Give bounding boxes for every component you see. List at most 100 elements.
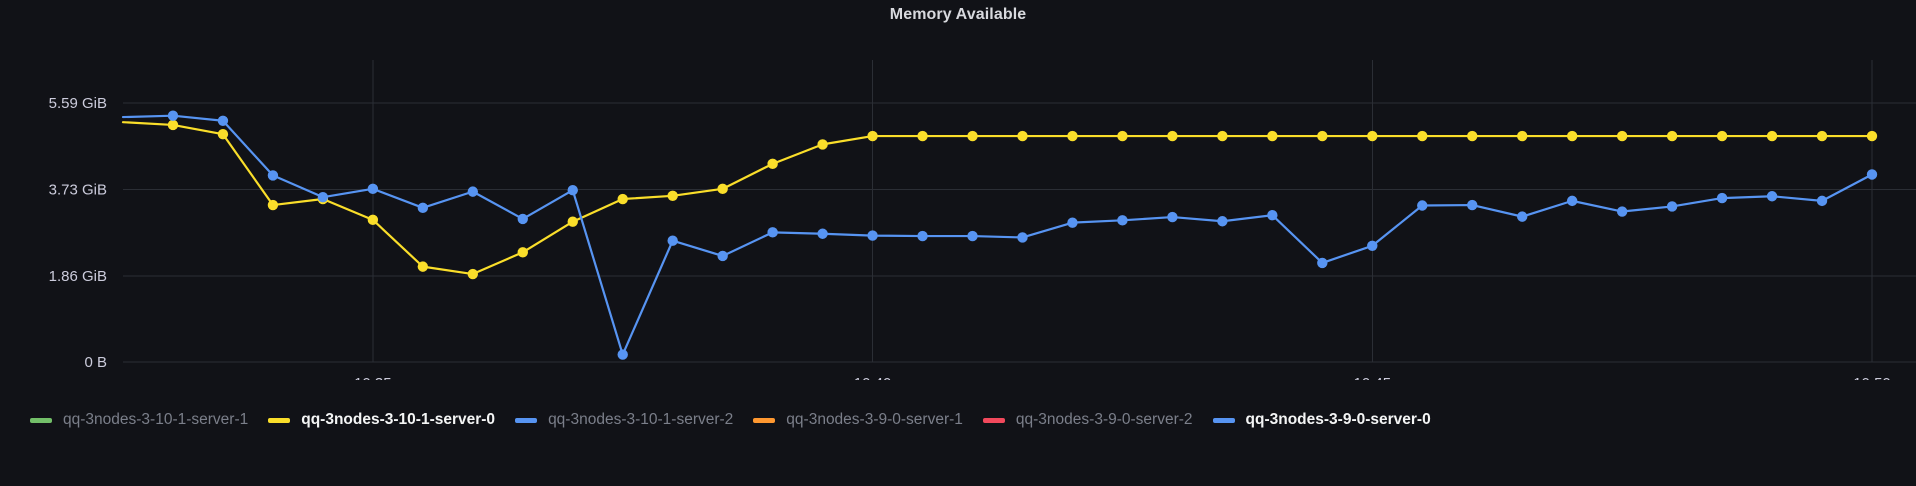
legend-item[interactable]: qq-3nodes-3-10-1-server-1: [30, 404, 248, 436]
series-point[interactable]: [567, 185, 578, 196]
series-point[interactable]: [617, 349, 628, 360]
series-point[interactable]: [717, 183, 728, 195]
series-point[interactable]: [1467, 130, 1478, 142]
series-point[interactable]: [617, 193, 628, 205]
legend-item-label: qq-3nodes-3-10-1-server-0: [301, 411, 496, 428]
series-point[interactable]: [817, 228, 828, 239]
y-axis: 0 B 1.86 GiB 3.73 GiB 5.59 GiB: [49, 95, 107, 371]
series-point[interactable]: [1367, 240, 1378, 251]
x-axis-tick-label: 10:40: [854, 375, 892, 380]
series-point[interactable]: [1167, 211, 1178, 223]
legend-item-label: qq-3nodes-3-9-0-server-0: [1245, 411, 1431, 428]
series-point[interactable]: [1167, 130, 1178, 142]
series-point[interactable]: [967, 230, 978, 242]
series-point[interactable]: [1716, 130, 1728, 142]
series-point[interactable]: [1716, 192, 1728, 204]
series-point[interactable]: [917, 130, 928, 142]
series-point[interactable]: [1517, 211, 1528, 222]
series-point[interactable]: [417, 202, 429, 214]
series-point[interactable]: [467, 268, 478, 280]
series-point[interactable]: [217, 115, 229, 126]
legend-item[interactable]: qq-3nodes-3-9-0-server-1: [753, 404, 963, 436]
series-point[interactable]: [267, 170, 279, 181]
series-point[interactable]: [367, 214, 379, 226]
series-layer: [121, 110, 1878, 360]
legend-item[interactable]: qq-3nodes-3-10-1-server-0: [268, 404, 495, 436]
series-point[interactable]: [1417, 130, 1428, 142]
series-point[interactable]: [1017, 130, 1028, 142]
series-point[interactable]: [567, 216, 578, 227]
legend-item[interactable]: qq-3nodes-3-9-0-server-2: [982, 404, 1193, 436]
y-axis-tick-label: 5.59 GiB: [49, 95, 107, 112]
series-line: [121, 114, 1874, 356]
series-point[interactable]: [1866, 130, 1878, 142]
series-point[interactable]: [1467, 199, 1478, 211]
series-point[interactable]: [267, 199, 279, 211]
series-point[interactable]: [1517, 130, 1528, 142]
series-point[interactable]: [1317, 257, 1328, 269]
y-axis-tick-label: 3.73 GiB: [49, 181, 107, 198]
legend-color-swatch: [1212, 417, 1235, 423]
series-point[interactable]: [667, 190, 678, 201]
series-point[interactable]: [1367, 130, 1378, 142]
series-point[interactable]: [1566, 195, 1578, 207]
series-point[interactable]: [517, 247, 528, 258]
legend-item-label: qq-3nodes-3-10-1-server-2: [548, 411, 734, 428]
series-point[interactable]: [1816, 130, 1828, 142]
series-point[interactable]: [1067, 217, 1078, 228]
series-point[interactable]: [1766, 130, 1778, 142]
page-title: Memory Available: [889, 6, 1027, 23]
series-point[interactable]: [1117, 215, 1128, 226]
series-point[interactable]: [867, 230, 878, 241]
series-point[interactable]: [1017, 232, 1028, 243]
series-point[interactable]: [1067, 130, 1078, 142]
x-axis: 10:35 10:40 10:45 10:50: [354, 375, 1891, 380]
legend-color-swatch: [30, 417, 52, 423]
series-point[interactable]: [1816, 195, 1828, 207]
chart-legend[interactable]: qq-3nodes-3-10-1-server-1 qq-3nodes-3-10-…: [30, 404, 1900, 436]
series-point[interactable]: [1267, 130, 1278, 142]
x-axis-tick-label: 10:45: [1354, 375, 1392, 380]
series-point[interactable]: [467, 186, 478, 197]
series-point[interactable]: [217, 129, 229, 140]
series-point[interactable]: [417, 261, 429, 272]
series-point[interactable]: [1566, 130, 1578, 142]
series-point[interactable]: [1217, 130, 1228, 142]
series-point[interactable]: [517, 213, 528, 225]
series-point[interactable]: [717, 250, 728, 262]
series-point[interactable]: [867, 130, 878, 142]
series-point[interactable]: [1666, 201, 1678, 212]
legend-item[interactable]: qq-3nodes-3-10-1-server-2: [515, 404, 733, 436]
series-point[interactable]: [1217, 216, 1228, 227]
legend-item-label: qq-3nodes-3-9-0-server-1: [786, 411, 963, 428]
series-point[interactable]: [1616, 206, 1628, 217]
legend-color-swatch: [982, 417, 1005, 423]
series-point[interactable]: [167, 119, 179, 131]
series-point[interactable]: [1866, 169, 1878, 180]
series-point[interactable]: [1267, 210, 1278, 221]
series-point[interactable]: [967, 130, 978, 142]
series-point[interactable]: [817, 139, 828, 150]
series-point[interactable]: [1766, 191, 1778, 202]
series-point[interactable]: [1317, 130, 1328, 142]
legend-item[interactable]: qq-3nodes-3-9-0-server-0: [1212, 404, 1431, 436]
legend-color-swatch: [268, 417, 291, 423]
series-point[interactable]: [917, 230, 928, 242]
series-point[interactable]: [1117, 130, 1128, 142]
series-point[interactable]: [167, 110, 179, 121]
series-point[interactable]: [767, 158, 778, 170]
series-point[interactable]: [367, 183, 379, 195]
legend-item-label: qq-3nodes-3-9-0-server-2: [1015, 411, 1193, 428]
series-point[interactable]: [1616, 130, 1628, 142]
series-point[interactable]: [1666, 130, 1678, 142]
series-point[interactable]: [667, 235, 678, 246]
series-point[interactable]: [1417, 200, 1428, 211]
legend-item-label: qq-3nodes-3-10-1-server-1: [63, 411, 249, 428]
series-point[interactable]: [767, 227, 778, 238]
y-axis-tick-label: 0 B: [84, 354, 107, 371]
series-line: [121, 121, 1874, 276]
series-point[interactable]: [317, 191, 329, 203]
